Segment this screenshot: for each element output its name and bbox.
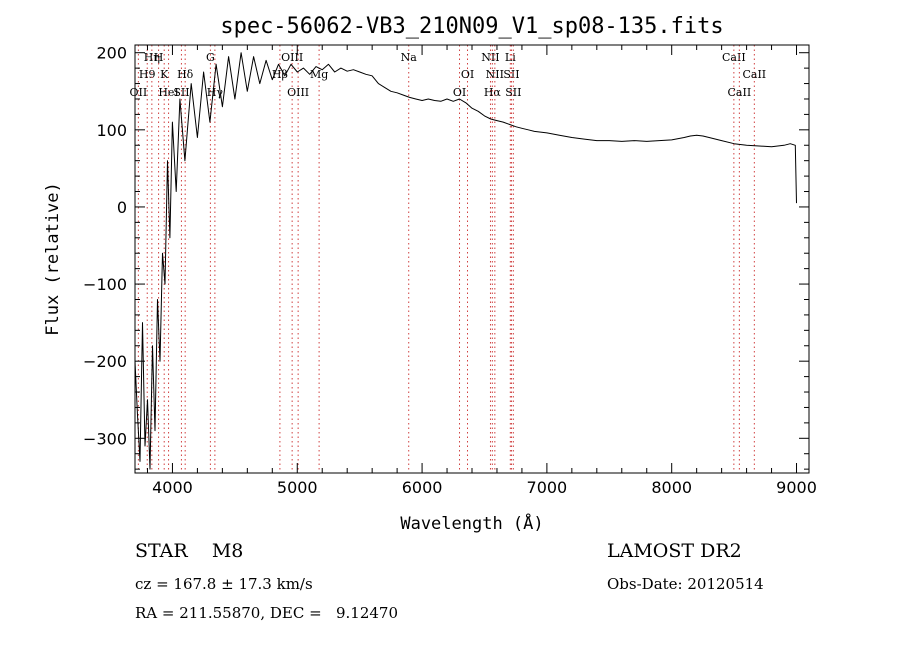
spectral-line-label: SII	[173, 86, 189, 99]
series-layer	[134, 52, 797, 470]
survey-name: LAMOST DR2	[607, 540, 742, 562]
y-tick-label: 0	[117, 198, 127, 217]
spectral-line-label: CaII	[742, 68, 766, 81]
spectral-line-label: Hα	[484, 86, 502, 99]
spectrum-line	[134, 52, 797, 470]
spectral-line-label: Hη	[144, 51, 160, 64]
spectral-line-label: OI	[453, 86, 466, 99]
spectral-line-label: Hδ	[177, 68, 194, 81]
spectral-line-label: G	[206, 51, 215, 64]
spectral-line-label: NII	[486, 68, 504, 81]
y-tick-label: 200	[96, 44, 127, 63]
spectral-line-label: OIII	[287, 86, 309, 99]
spectral-line-label: SII	[505, 86, 521, 99]
x-tick-label: 7000	[527, 478, 568, 497]
spectral-line-label: CaII	[722, 51, 746, 64]
x-axis-label: Wavelength (Å)	[400, 512, 543, 534]
x-tick-label: 6000	[402, 478, 443, 497]
y-tick-label: −300	[83, 429, 127, 448]
spectral-line-label: H	[154, 51, 164, 64]
observation-date: Obs-Date: 20120514	[607, 575, 764, 593]
spectral-line-label: H9	[139, 68, 156, 81]
y-tick-label: −200	[83, 352, 127, 371]
spectral-line-label: Na	[401, 51, 418, 64]
x-tick-label: 4000	[152, 478, 193, 497]
y-axis-label: Flux (relative)	[43, 182, 63, 336]
plot-frame	[134, 44, 810, 474]
spectral-line-label: SII	[503, 68, 519, 81]
y-tick-label: 100	[96, 121, 127, 140]
x-tick-label: 8000	[651, 478, 692, 497]
spectral-line-label: K	[160, 68, 169, 81]
spectral-line-label: OIII	[281, 51, 303, 64]
object-type: STAR M8	[135, 540, 244, 562]
spectral-line-label: Mg	[310, 68, 328, 81]
spectral-line-label: HeI	[158, 86, 178, 99]
x-tick-label: 9000	[776, 478, 817, 497]
spectral-line-label: Li	[505, 51, 516, 64]
spectral-line-label: NII	[481, 51, 499, 64]
spectral-line-label: OI	[461, 68, 474, 81]
y-tick-label: −100	[83, 275, 127, 294]
chart-title: spec-56062-VB3_210N09_V1_sp08-135.fits	[220, 14, 723, 39]
ticks-layer: 4000 5000 6000 7000 8000 9000 −300 −200 −100 0 100…	[83, 44, 817, 497]
redshift-velocity: cz = 167.8 ± 17.3 km/s	[135, 575, 313, 593]
spectral-lines-layer: OIIH9HηHKHeISIIHδGHγHβOIIIOIIIMgNaOIOINI…	[130, 45, 766, 473]
spectral-line-label: Hγ	[207, 86, 224, 99]
coordinates: RA = 211.55870, DEC = 9.12470	[135, 604, 399, 622]
spectral-line-label: OII	[130, 86, 148, 99]
x-tick-label: 5000	[277, 478, 318, 497]
spectral-line-label: CaII	[728, 86, 752, 99]
